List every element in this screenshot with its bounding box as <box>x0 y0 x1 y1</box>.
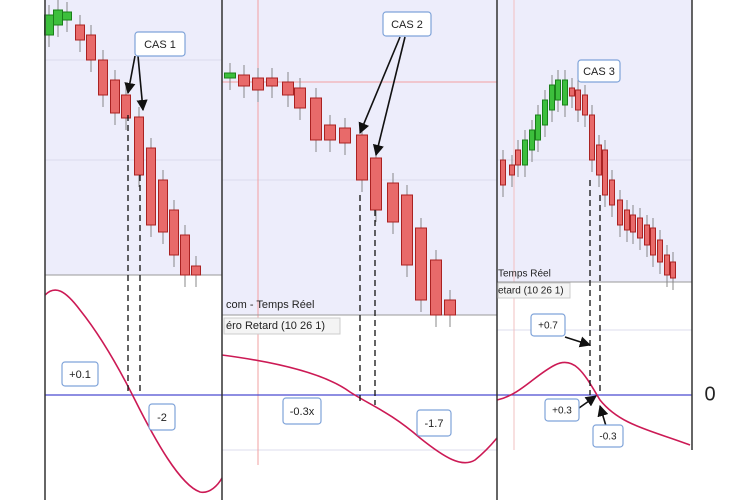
candle <box>637 217 643 239</box>
callout-label: CAS 3 <box>583 66 615 78</box>
candle <box>401 194 413 266</box>
candle <box>562 79 568 106</box>
candle <box>252 77 264 91</box>
callout-box <box>416 409 452 437</box>
callout-label: +0.3 <box>552 406 572 417</box>
candle <box>650 227 656 256</box>
callout-label: -1.7 <box>425 418 444 430</box>
candle <box>542 99 548 126</box>
zero-label: 0 <box>704 383 715 405</box>
indicator-header: com - Temps Réel <box>226 299 314 311</box>
candle <box>356 134 368 181</box>
candle <box>266 77 278 87</box>
callout-box <box>530 313 566 337</box>
candle <box>444 299 456 316</box>
candle <box>44 14 54 36</box>
candle <box>589 114 595 161</box>
callout-box <box>544 398 580 422</box>
dashed-guides <box>127 115 601 405</box>
candle <box>146 147 156 226</box>
callout-label: CAS 2 <box>391 19 423 31</box>
indicator-header: Temps Réel <box>498 269 551 280</box>
candle <box>238 74 250 87</box>
candle <box>509 164 515 176</box>
callout-label: -2 <box>157 412 167 424</box>
candle <box>415 227 427 301</box>
candle <box>339 127 351 144</box>
indicator-curve <box>496 361 691 446</box>
callout-box <box>382 11 432 37</box>
callout-label: -0.3 <box>599 432 617 443</box>
callout-box <box>148 403 176 431</box>
candle <box>180 234 190 276</box>
price-area <box>45 0 222 275</box>
callout-box <box>592 424 624 448</box>
candle <box>134 116 144 176</box>
callout-label: CAS 1 <box>144 39 176 51</box>
panel-borders <box>44 0 693 500</box>
indicator-curve <box>221 354 498 464</box>
candle <box>582 94 588 116</box>
candle <box>549 84 555 111</box>
candle <box>75 24 85 41</box>
callout-box <box>282 397 322 425</box>
callout-label: +0.1 <box>69 369 91 381</box>
callouts: CAS 1 +0.1 -2 CAS 2 -0.3x -1.7 CAS 3 +0.7 +0.3 -0… <box>61 11 624 448</box>
candle <box>500 159 506 186</box>
candle <box>596 144 602 176</box>
candle <box>370 157 382 211</box>
candle <box>86 34 96 61</box>
candle <box>169 209 179 256</box>
candle <box>609 179 615 206</box>
candle <box>602 149 608 196</box>
callout-box <box>61 361 99 387</box>
candle <box>657 239 663 263</box>
candle <box>98 59 108 96</box>
candle <box>158 179 168 233</box>
candle <box>644 224 650 246</box>
candle <box>624 209 630 231</box>
candle <box>555 79 561 101</box>
candle <box>430 259 442 316</box>
candle <box>224 72 236 79</box>
indicator-header: etard (10 26 1) <box>498 286 564 297</box>
callout-label: -0.3x <box>290 406 315 418</box>
callout-box <box>577 59 621 83</box>
callout-label: +0.7 <box>538 321 558 332</box>
candle <box>575 89 581 111</box>
candle <box>630 214 636 233</box>
candles <box>44 0 676 327</box>
indicator-curve <box>44 289 223 494</box>
candle <box>53 9 63 26</box>
candle <box>310 97 322 141</box>
candle <box>191 265 201 276</box>
candle <box>617 199 623 226</box>
candle <box>387 182 399 223</box>
candle <box>294 87 306 109</box>
candle <box>62 11 72 21</box>
candle <box>121 94 131 119</box>
candle <box>522 139 528 166</box>
candle <box>535 114 541 141</box>
candle <box>110 79 120 114</box>
candle <box>670 261 676 279</box>
callout-box <box>134 31 186 57</box>
candle <box>282 81 294 96</box>
candle <box>529 129 535 151</box>
candle <box>515 149 521 166</box>
candle <box>569 87 575 97</box>
candle <box>664 254 670 276</box>
arrows <box>124 36 609 427</box>
candle <box>324 124 336 141</box>
indicator-header: éro Retard (10 26 1) <box>226 320 325 332</box>
